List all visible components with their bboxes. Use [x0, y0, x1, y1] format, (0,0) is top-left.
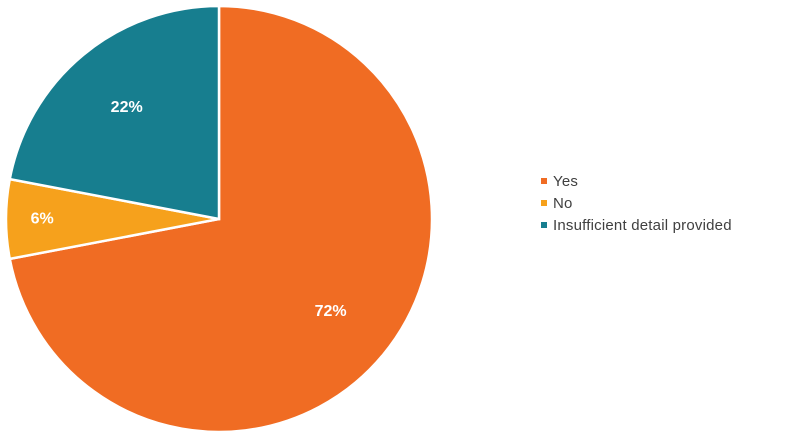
data-label-no: 6%	[31, 211, 54, 228]
legend-item-yes: Yes	[541, 170, 806, 192]
legend-label-no: No	[553, 194, 573, 212]
pie-data-labels: 72% 6% 22%	[31, 99, 347, 320]
pie-slice-insufficient-detail	[8, 4, 221, 221]
legend-label-yes: Yes	[553, 172, 579, 190]
pie-slices	[4, 4, 434, 432]
legend-swatch-yes	[541, 178, 547, 184]
legend-item-insufficient-detail: Insufficient detail provided	[541, 214, 806, 236]
chart-legend: Yes No Insufficient detail provided	[541, 170, 806, 236]
legend-item-no: No	[541, 192, 806, 214]
legend-swatch-no	[541, 200, 547, 206]
legend-label-insufficient-detail: Insufficient detail provided	[553, 216, 732, 234]
data-label-insufficient-detail: 22%	[111, 99, 143, 116]
pie-slice-yes	[8, 4, 434, 432]
legend-swatch-insufficient-detail	[541, 222, 547, 228]
data-label-yes: 72%	[315, 303, 347, 320]
